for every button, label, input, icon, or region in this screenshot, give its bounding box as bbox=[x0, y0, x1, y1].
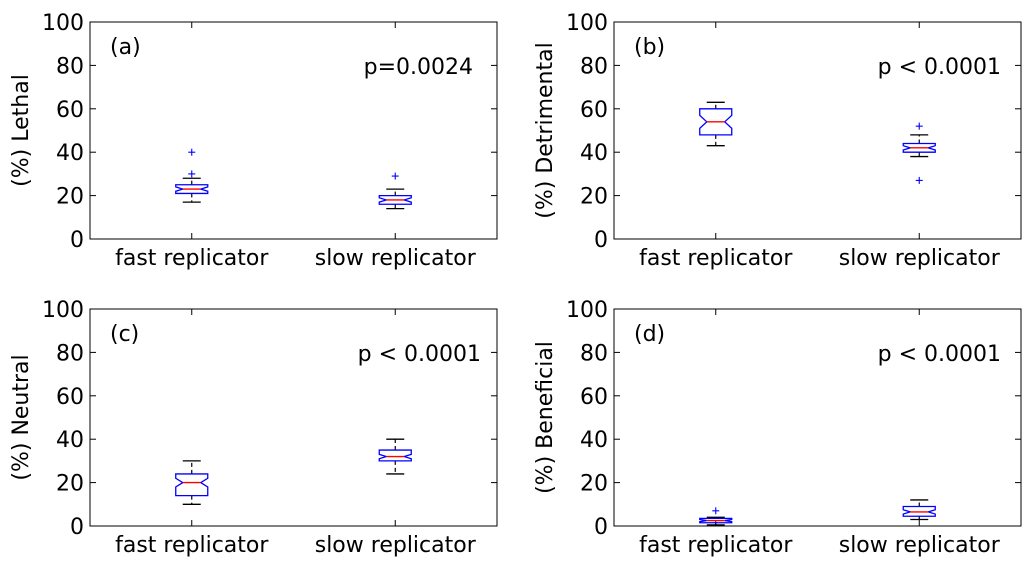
p-value-annotation: p < 0.0001 bbox=[878, 342, 1001, 367]
y-tick-label: 80 bbox=[580, 341, 608, 366]
box-slow-replicator bbox=[902, 499, 936, 521]
p-value-annotation: p < 0.0001 bbox=[358, 342, 481, 367]
y-tick-label: 100 bbox=[42, 11, 84, 36]
box-slow-replicator bbox=[378, 172, 412, 210]
y-tick-label: 0 bbox=[70, 228, 84, 253]
panel-label: (c) bbox=[110, 322, 139, 347]
y-tick-label: 0 bbox=[70, 515, 84, 540]
notched-box bbox=[378, 449, 412, 462]
panel-b: 0 20 40 60 80 100 fast replicator slow replicat… bbox=[533, 11, 1022, 271]
outlier-marker bbox=[391, 172, 399, 180]
x-tick-label: fast replicator bbox=[115, 246, 269, 271]
outlier-marker bbox=[915, 176, 923, 184]
y-tick-label: 80 bbox=[56, 54, 84, 79]
outlier-marker bbox=[712, 507, 720, 515]
x-tick-label: fast replicator bbox=[639, 246, 793, 271]
plot-frame bbox=[613, 308, 1022, 527]
panel-c: 0 20 40 60 80 100 fast replicator slow replicat… bbox=[9, 298, 498, 558]
x-tick-label: fast replicator bbox=[639, 533, 793, 558]
notched-box bbox=[175, 473, 209, 497]
box-fast-replicator bbox=[175, 148, 209, 203]
notched-box bbox=[699, 108, 733, 136]
notched-box bbox=[378, 194, 412, 205]
p-value-annotation: p=0.0024 bbox=[364, 55, 473, 80]
outlier-marker bbox=[188, 170, 196, 178]
notched-box bbox=[902, 505, 936, 517]
y-axis-label: (%) Beneficial bbox=[533, 341, 558, 494]
plot-frame bbox=[613, 21, 1022, 240]
plot-frame bbox=[89, 308, 498, 527]
y-tick-label: 0 bbox=[594, 228, 608, 253]
x-tick-label: slow replicator bbox=[315, 246, 477, 271]
y-tick-label: 20 bbox=[580, 472, 608, 497]
y-axis-label: (%) Neutral bbox=[9, 354, 34, 480]
y-tick-label: 100 bbox=[42, 298, 84, 323]
notched-box bbox=[175, 184, 209, 195]
y-tick-label: 60 bbox=[56, 98, 84, 123]
box-fast-replicator bbox=[699, 507, 733, 526]
y-tick-label: 80 bbox=[56, 341, 84, 366]
y-tick-label: 60 bbox=[580, 385, 608, 410]
box-fast-replicator bbox=[175, 460, 209, 505]
y-tick-label: 100 bbox=[566, 11, 608, 36]
panel-d: 0 20 40 60 80 100 fast replicator slow replicat… bbox=[533, 298, 1022, 558]
x-tick-label: slow replicator bbox=[315, 533, 477, 558]
y-tick-label: 20 bbox=[56, 472, 84, 497]
y-tick-label: 60 bbox=[580, 98, 608, 123]
y-tick-label: 40 bbox=[580, 141, 608, 166]
panel-label: (d) bbox=[634, 322, 665, 347]
panel-label: (a) bbox=[110, 35, 141, 60]
box-slow-replicator bbox=[378, 438, 412, 475]
y-tick-label: 20 bbox=[580, 185, 608, 210]
notched-box bbox=[699, 517, 733, 524]
outlier-marker bbox=[188, 148, 196, 156]
y-tick-label: 0 bbox=[594, 515, 608, 540]
y-axis-label: (%) Lethal bbox=[9, 74, 34, 187]
y-tick-label: 80 bbox=[580, 54, 608, 79]
notched-box bbox=[902, 142, 936, 153]
y-tick-label: 100 bbox=[566, 298, 608, 323]
x-tick-label: fast replicator bbox=[115, 533, 269, 558]
plot-frame bbox=[89, 21, 498, 240]
y-tick-label: 60 bbox=[56, 385, 84, 410]
y-tick-label: 40 bbox=[56, 428, 84, 453]
x-tick-label: slow replicator bbox=[839, 533, 1001, 558]
box-slow-replicator bbox=[902, 122, 936, 184]
outlier-marker bbox=[915, 122, 923, 130]
p-value-annotation: p < 0.0001 bbox=[878, 55, 1001, 80]
y-axis-label: (%) Detrimental bbox=[533, 42, 558, 218]
box-fast-replicator bbox=[699, 101, 733, 147]
panel-a: 0 20 40 60 80 100 fast replicator slow replicat… bbox=[9, 11, 498, 271]
y-tick-label: 20 bbox=[56, 185, 84, 210]
x-tick-label: slow replicator bbox=[839, 246, 1001, 271]
panel-label: (b) bbox=[634, 35, 665, 60]
y-tick-label: 40 bbox=[580, 428, 608, 453]
y-tick-label: 40 bbox=[56, 141, 84, 166]
